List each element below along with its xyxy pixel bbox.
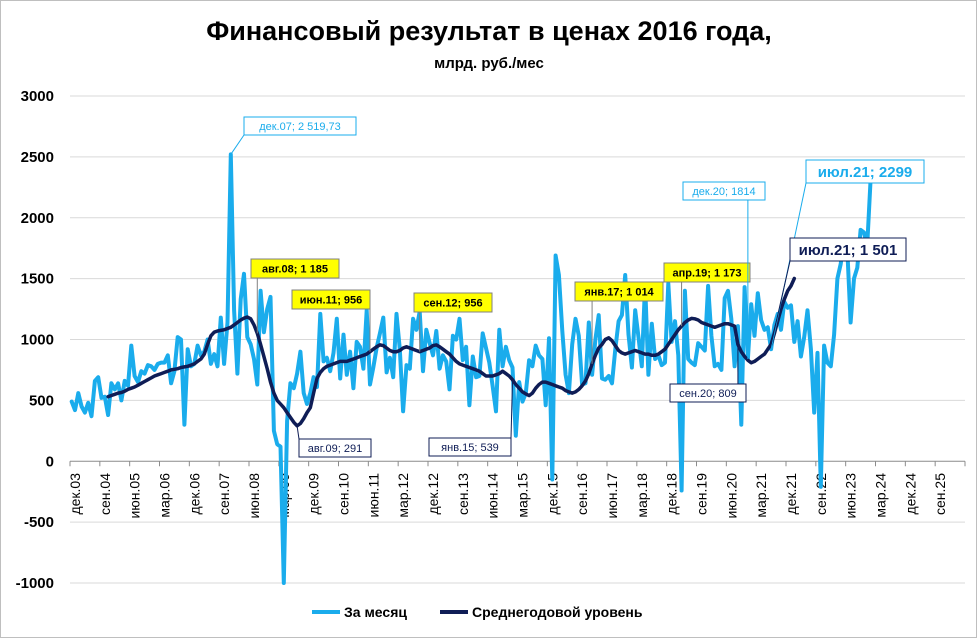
x-tick-label: июн.17 xyxy=(604,473,620,519)
x-tick-label: сен.07 xyxy=(216,473,232,515)
annotation-aug08: авг.08; 1 185 xyxy=(250,258,340,334)
annotation-label: июл.21; 2299 xyxy=(818,164,913,181)
x-tick-label: сен.16 xyxy=(574,473,590,515)
x-tick-label: мар.12 xyxy=(395,473,411,518)
annotation-leader xyxy=(230,134,245,155)
x-tick-label: дек.06 xyxy=(186,473,202,515)
annotation-box xyxy=(413,292,493,313)
annotation-label: дек.07; 2 519,73 xyxy=(259,121,341,133)
annotation-label: сен.20; 809 xyxy=(679,388,736,400)
series-annual-line xyxy=(106,276,797,428)
x-tick-label: сен.13 xyxy=(455,473,471,515)
annotation-box xyxy=(298,438,372,458)
y-tick-label: 0 xyxy=(46,453,54,470)
y-tick-label: 500 xyxy=(29,392,54,409)
annotation-leader xyxy=(510,379,514,439)
annotation-label: сен.12; 956 xyxy=(423,297,482,309)
legend: За месяц Среднегодовой уровень xyxy=(312,604,643,620)
annotation-label: апр.19; 1 173 xyxy=(672,267,741,279)
annotation-sep20: сен.20; 809 xyxy=(669,344,747,403)
x-tick-label: сен.25 xyxy=(932,473,948,515)
annotation-label: авг.09; 291 xyxy=(308,443,362,455)
x-axis: дек.03 сен.04 июн.05 мар.06 дек.06 сен.07 июн.… xyxy=(67,461,966,519)
y-tick-label: -500 xyxy=(24,514,54,531)
y-tick-label: 2500 xyxy=(21,149,54,166)
annotation-box xyxy=(682,181,766,201)
annotation-dec20: дек.20; 1814 xyxy=(682,181,766,359)
annotation-jul21-annual: июл.21; 1 501 xyxy=(770,237,907,345)
x-tick-label: сен.19 xyxy=(694,473,710,515)
annotation-label: авг.08; 1 185 xyxy=(262,263,328,275)
annotation-label: июн.11; 956 xyxy=(300,294,363,306)
annotation-box xyxy=(663,262,751,283)
annotation-apr19: апр.19; 1 173 xyxy=(663,262,751,327)
x-tick-label: дек.12 xyxy=(425,473,441,515)
y-tick-label: -1000 xyxy=(16,575,54,592)
annotation-jun11: июн.11; 956 xyxy=(291,289,371,352)
chart-subtitle: млрд. руб./мес xyxy=(434,55,544,72)
annotation-leader xyxy=(770,260,791,345)
y-tick-label: 1000 xyxy=(21,332,54,349)
x-tick-label: дек.15 xyxy=(544,473,560,515)
annotation-jan17: янв.17; 1 014 xyxy=(574,281,664,364)
x-tick-label: дек.24 xyxy=(902,473,918,515)
annotation-box xyxy=(805,159,925,184)
x-tick-label: июн.23 xyxy=(843,473,859,519)
annotations: дек.07; 2 519,73 авг.08; 1 185 авг.09; 291… xyxy=(230,116,925,458)
annotation-box xyxy=(291,289,371,310)
annotation-jul21-monthly: июл.21; 2299 xyxy=(770,159,925,350)
annotation-label: июл.21; 1 501 xyxy=(799,242,898,259)
annotation-sep12: сен.12; 956 xyxy=(413,292,493,352)
annotation-box xyxy=(669,383,747,403)
annotation-label: янв.17; 1 014 xyxy=(584,286,654,298)
annotation-box xyxy=(574,281,664,302)
x-tick-label: мар.24 xyxy=(873,473,889,518)
annotation-box xyxy=(428,437,512,457)
x-tick-label: июн.05 xyxy=(127,473,143,519)
series-group xyxy=(69,152,873,585)
legend-label-annual: Среднегодовой уровень xyxy=(472,604,643,620)
annotation-box xyxy=(243,116,357,136)
x-tick-label: дек.21 xyxy=(783,473,799,515)
x-tick-label: сен.10 xyxy=(336,473,352,515)
y-axis: 3000 2500 2000 1500 1000 500 0 -500 -1000 xyxy=(16,88,54,592)
x-tick-label: сен.22 xyxy=(813,473,829,515)
x-tick-label: июн.14 xyxy=(485,473,501,519)
annotation-aug09: авг.09; 291 xyxy=(296,425,372,458)
x-tick-label: июн.11 xyxy=(365,473,381,518)
annotation-box xyxy=(789,237,907,262)
x-tick-label: мар.18 xyxy=(634,473,650,518)
x-tick-label: дек.03 xyxy=(67,473,83,515)
chart-title: Финансовый результат в ценах 2016 года, xyxy=(206,16,772,46)
annotation-jan15: янв.15; 539 xyxy=(428,379,514,457)
annotation-box xyxy=(250,258,340,279)
y-tick-label: 2000 xyxy=(21,210,54,227)
annotation-leader xyxy=(296,425,300,440)
legend-label-monthly: За месяц xyxy=(344,604,407,620)
x-tick-label: дек.09 xyxy=(306,473,322,515)
x-tick-label: мар.21 xyxy=(753,473,769,518)
x-tick-label: июн.20 xyxy=(723,473,739,519)
y-tick-label: 3000 xyxy=(21,88,54,105)
annotation-label: дек.20; 1814 xyxy=(692,186,755,198)
y-tick-label: 1500 xyxy=(21,271,54,288)
x-tick-label: дек.18 xyxy=(664,473,680,515)
x-tick-label: мар.06 xyxy=(157,473,173,518)
annotation-label: янв.15; 539 xyxy=(441,442,499,454)
x-tick-label: июн.08 xyxy=(246,473,262,519)
x-tick-label: сен.04 xyxy=(97,473,113,515)
annotation-peak-dec07: дек.07; 2 519,73 xyxy=(230,116,357,155)
x-tick-label: мар.15 xyxy=(515,473,531,518)
